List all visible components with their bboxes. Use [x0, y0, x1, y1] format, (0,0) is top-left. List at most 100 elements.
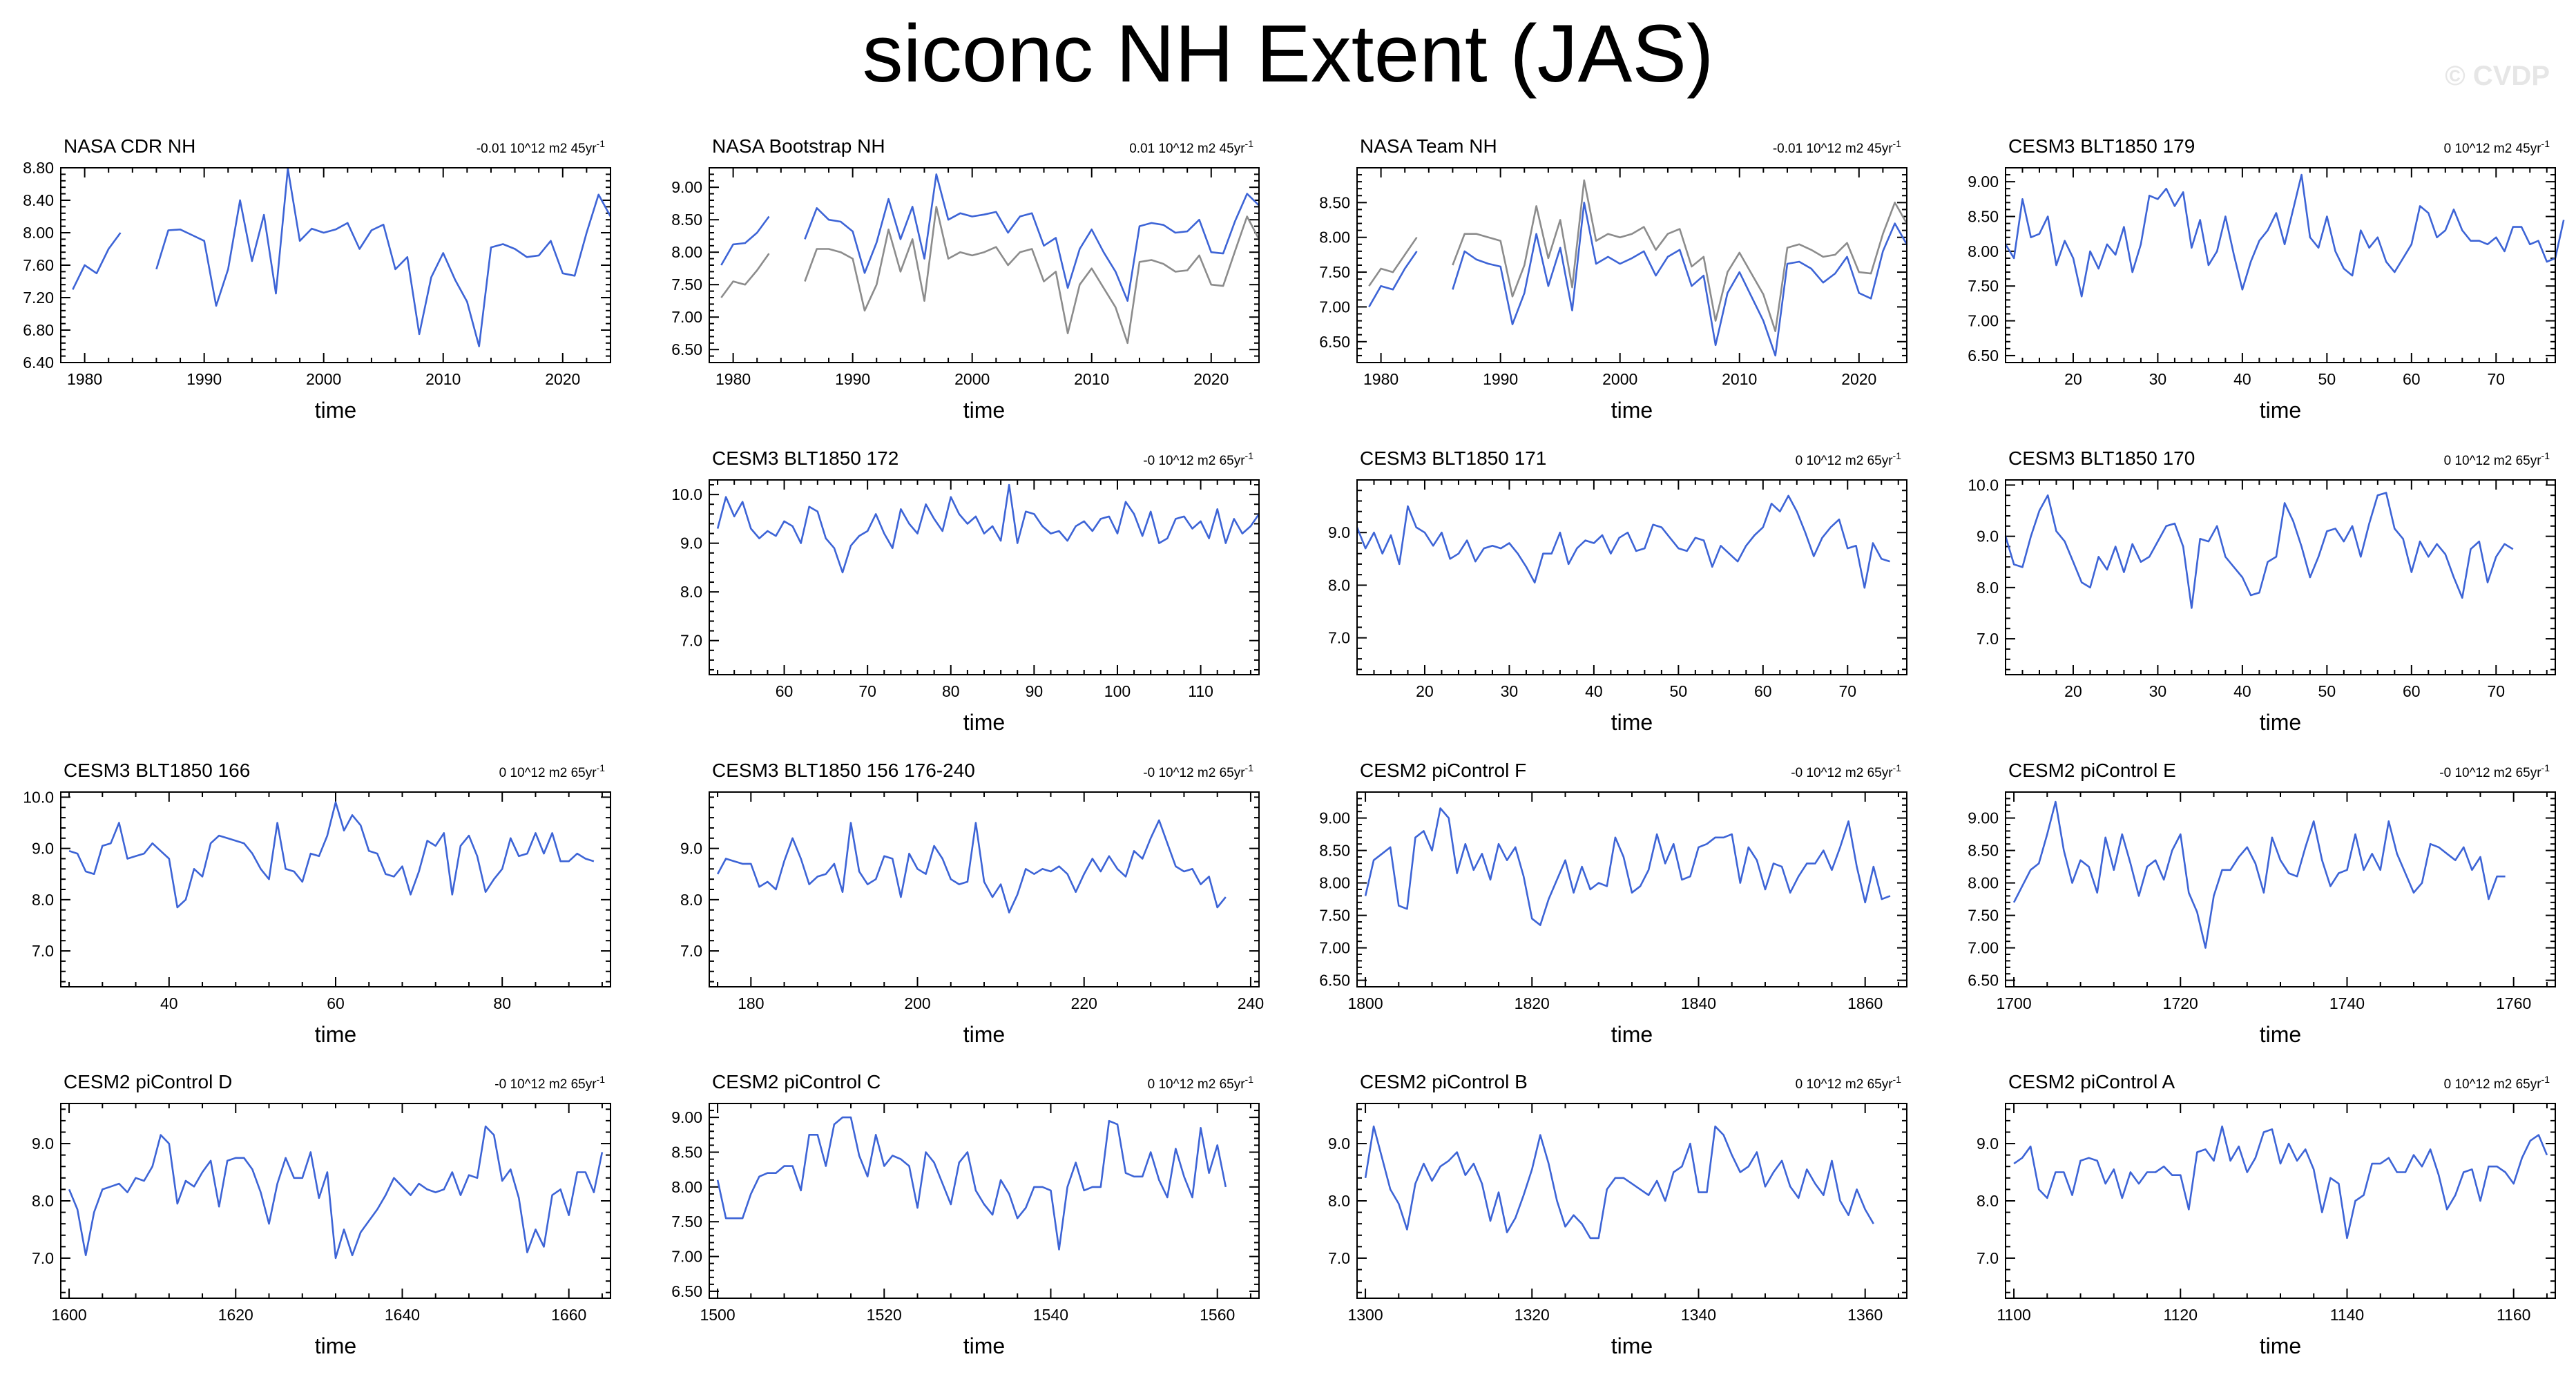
- y-tick-label: 9.00: [1319, 809, 1350, 827]
- panel-title: CESM3 BLT1850 172: [712, 447, 898, 469]
- x-tick-label: 2020: [1193, 370, 1229, 388]
- trend-text: 0 10^12 m2 65yr: [1796, 1077, 1894, 1092]
- x-axis-label: time: [1611, 1022, 1653, 1047]
- y-tick-label: 8.50: [1319, 842, 1350, 860]
- series-line: [716, 483, 1260, 574]
- trend-label: 0 10^12 m2 65yr-1: [2444, 1074, 2550, 1092]
- x-tick-label: 1800: [1347, 994, 1383, 1012]
- x-tick-label: 1520: [867, 1306, 902, 1324]
- plot-frame: [709, 479, 1260, 675]
- x-tick-label: 1990: [1483, 370, 1518, 388]
- x-tick-label: 70: [2487, 370, 2505, 388]
- x-tick-label: 60: [327, 994, 345, 1012]
- series-line: [2013, 1125, 2548, 1240]
- trend-exponent: -1: [1893, 1074, 1902, 1085]
- y-tick-label: 8.0: [1328, 1192, 1350, 1210]
- y-tick-label: 7.00: [1319, 298, 1350, 316]
- y-tick-label: 9.0: [1328, 523, 1350, 541]
- panel: CESM2 piControl D -0 10^12 m2 65yr-1 1600 1…: [32, 1071, 611, 1358]
- x-axis-label: time: [963, 1022, 1005, 1047]
- x-tick-label: 70: [1838, 682, 1856, 700]
- y-tick-label: 10.0: [23, 788, 54, 806]
- x-tick-label: 2000: [1602, 370, 1637, 388]
- trend-exponent: -1: [2541, 762, 2550, 773]
- x-tick-label: 1160: [2497, 1306, 2530, 1324]
- y-tick-label: 7.0: [1328, 629, 1350, 647]
- x-tick-label: 1980: [67, 370, 102, 388]
- x-tick-label: 240: [1238, 994, 1264, 1012]
- x-tick-label: 1720: [2163, 994, 2198, 1012]
- panel-title: CESM3 BLT1850 171: [1360, 447, 1546, 469]
- series-line: [1364, 807, 1891, 926]
- y-tick-label: 7.50: [1968, 907, 1999, 925]
- y-tick-label: 8.00: [1968, 242, 1999, 260]
- x-axis-label: time: [1611, 1333, 1653, 1358]
- x-tick-label: 2000: [306, 370, 341, 388]
- panel-title: CESM3 BLT1850 179: [2008, 135, 2195, 157]
- x-tick-label: 30: [1501, 682, 1519, 700]
- panel-title: NASA Team NH: [1360, 135, 1497, 157]
- x-tick-label: 1860: [1847, 994, 1883, 1012]
- y-tick-label: 7.00: [671, 308, 702, 326]
- trend-text: 0 10^12 m2 65yr: [2444, 454, 2542, 468]
- panel: CESM2 piControl E -0 10^12 m2 65yr-1 1700 1…: [1968, 760, 2556, 1047]
- y-tick-label: 8.50: [1968, 842, 1999, 860]
- trend-label: -0.01 10^12 m2 45yr-1: [1773, 138, 1901, 156]
- trend-label: 0 10^12 m2 65yr-1: [1796, 450, 1902, 468]
- trend-exponent: -1: [2541, 450, 2550, 461]
- x-tick-label: 40: [2233, 370, 2251, 388]
- x-tick-label: 2010: [425, 370, 461, 388]
- x-tick-label: 1700: [1996, 994, 2031, 1012]
- trend-label: -0 10^12 m2 65yr-1: [1143, 762, 1253, 780]
- obs-series-line: [720, 206, 1260, 345]
- x-tick-label: 1640: [385, 1306, 420, 1324]
- y-tick-label: 9.00: [671, 1108, 702, 1126]
- trend-text: -0.01 10^12 m2 45yr: [477, 142, 597, 156]
- y-tick-label: 7.0: [680, 942, 702, 960]
- y-tick-label: 8.50: [671, 211, 702, 229]
- x-tick-label: 200: [904, 994, 930, 1012]
- y-tick-label: 7.0: [32, 942, 54, 960]
- y-tick-label: 9.00: [671, 178, 702, 196]
- panel-title: CESM2 piControl B: [1360, 1071, 1528, 1092]
- x-axis-label: time: [963, 1333, 1005, 1358]
- y-tick-label: 8.0: [1328, 576, 1350, 594]
- trend-exponent: -1: [1893, 450, 1902, 461]
- y-tick-label: 10.0: [671, 485, 702, 503]
- y-tick-label: 8.80: [23, 159, 54, 177]
- panel-title: CESM2 piControl C: [712, 1071, 881, 1092]
- y-tick-label: 8.50: [671, 1144, 702, 1162]
- trend-label: -0 10^12 m2 65yr-1: [2439, 762, 2550, 780]
- trend-exponent: -1: [2541, 1074, 2550, 1085]
- panel: NASA Bootstrap NH 0.01 10^12 m2 45yr-1 198…: [671, 135, 1260, 423]
- trend-label: 0 10^12 m2 65yr-1: [499, 762, 606, 780]
- series-line: [2004, 173, 2565, 298]
- y-tick-label: 8.0: [680, 583, 702, 601]
- plot-frame: [709, 791, 1260, 987]
- y-tick-label: 7.00: [1968, 312, 1999, 330]
- y-tick-label: 7.0: [1977, 630, 1999, 648]
- x-tick-label: 30: [2149, 370, 2167, 388]
- trend-text: -0.01 10^12 m2 45yr: [1773, 142, 1893, 156]
- y-tick-label: 8.00: [671, 243, 702, 261]
- x-tick-label: 2010: [1722, 370, 1757, 388]
- panel: CESM3 BLT1850 179 0 10^12 m2 45yr-1 20 30 40…: [1968, 135, 2565, 423]
- x-tick-label: 40: [1585, 682, 1603, 700]
- trend-text: 0 10^12 m2 45yr: [2444, 142, 2542, 156]
- x-tick-label: 20: [1416, 682, 1434, 700]
- plot-frame: [60, 1103, 611, 1299]
- series-line: [2012, 800, 2506, 949]
- plot-frame: [60, 791, 611, 987]
- panel: CESM3 BLT1850 170 0 10^12 m2 65yr-1 20 30 40…: [1968, 447, 2556, 735]
- trend-exponent: -1: [1245, 450, 1254, 461]
- plot-frame: [60, 167, 611, 363]
- trend-exponent: -1: [1893, 762, 1902, 773]
- series-line: [1368, 202, 1908, 357]
- trend-label: -0 10^12 m2 65yr-1: [494, 1074, 605, 1092]
- x-tick-label: 1660: [551, 1306, 586, 1324]
- x-tick-label: 110: [1188, 682, 1213, 700]
- x-tick-label: 1320: [1515, 1306, 1550, 1324]
- x-tick-label: 70: [2487, 682, 2505, 700]
- series-line: [716, 819, 1227, 914]
- trend-text: -0 10^12 m2 65yr: [1143, 454, 1245, 468]
